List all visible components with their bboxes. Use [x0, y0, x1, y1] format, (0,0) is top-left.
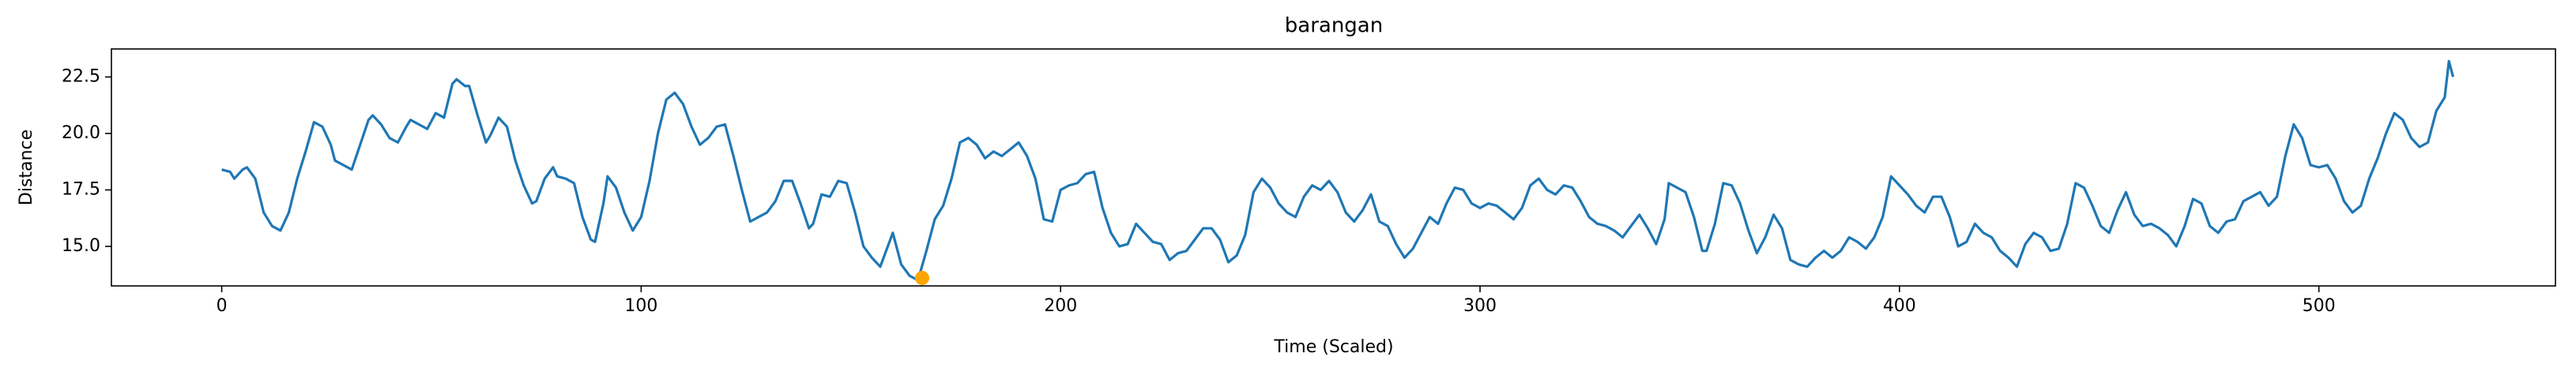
x-axis-label: Time (Scaled) — [1273, 337, 1393, 357]
data-line — [221, 59, 2455, 282]
y-axis-label: Distance — [17, 130, 36, 205]
x-tick-label: 300 — [1463, 296, 1497, 316]
y-tick-label: 17.5 — [62, 179, 100, 199]
y-tick-label: 22.5 — [62, 66, 100, 86]
highlight-point — [915, 270, 930, 285]
chart-title: barangan — [1285, 14, 1383, 38]
y-tick-label: 15.0 — [62, 236, 100, 256]
y-tick-label: 20.0 — [62, 123, 100, 143]
x-tick-label: 100 — [624, 296, 657, 316]
x-tick-label: 400 — [1883, 296, 1916, 316]
plot-frame — [111, 48, 2556, 287]
x-tick-label: 0 — [217, 296, 228, 316]
x-tick-label: 500 — [2303, 296, 2336, 316]
x-tick-label: 200 — [1044, 296, 1077, 316]
